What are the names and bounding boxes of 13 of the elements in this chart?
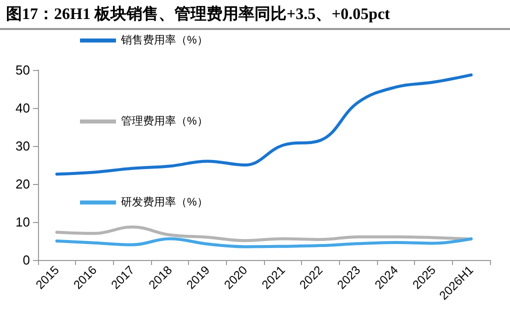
y-tick-label: 40 <box>16 100 30 116</box>
legend-label: 管理费用率（%） <box>121 114 208 128</box>
y-tick-label: 20 <box>16 176 30 192</box>
y-tick-label: 50 <box>16 62 30 78</box>
y-tick-label: 0 <box>22 252 30 268</box>
y-tick-label: 10 <box>16 214 30 230</box>
legend-label: 销售费用率（%） <box>120 34 208 46</box>
line-series <box>55 73 473 176</box>
y-tick-label: 30 <box>16 138 30 154</box>
line-series <box>55 237 473 248</box>
chart-title: 图17：26H1 板块销售、管理费用率同比+3.5、+0.05pct <box>0 0 510 30</box>
line-series <box>55 225 473 242</box>
legend-label: 研发费用率（%） <box>121 196 208 208</box>
